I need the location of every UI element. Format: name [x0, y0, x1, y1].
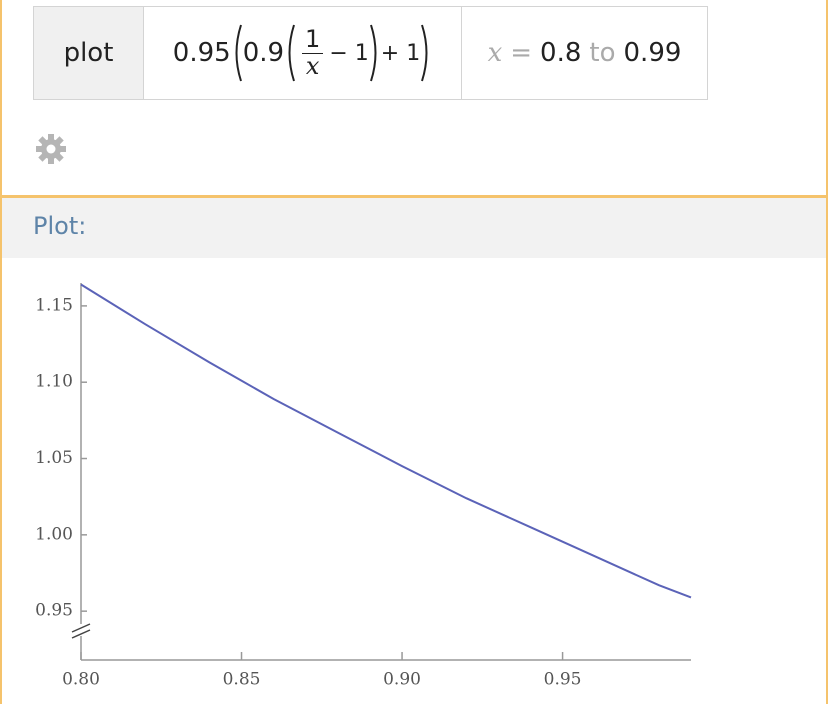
settings-gear[interactable] — [35, 133, 67, 165]
x-tick-label: 0.80 — [62, 670, 100, 690]
chart: 0.95 1.00 1.05 1.10 1.15 0.80 0.85 0.90 0.95 — [35, 283, 692, 690]
coef: 0.95 — [172, 38, 231, 68]
denominator: x — [305, 51, 320, 80]
pod-header: Plot: — [2, 198, 826, 258]
pod-title: Plot: — [33, 212, 87, 240]
minus-one: − 1 — [329, 40, 369, 66]
axis-break — [71, 623, 91, 639]
paren — [288, 24, 295, 82]
plus-one: + 1 — [380, 40, 421, 66]
y-tick-label: 1.10 — [35, 372, 73, 392]
range-var: x — [487, 38, 503, 68]
range-to: 0.99 — [623, 38, 682, 68]
y-tick-label: 1.05 — [35, 448, 73, 468]
x-tick-label: 0.95 — [544, 670, 582, 690]
paren — [421, 24, 428, 82]
x-tick-label: 0.90 — [383, 670, 421, 690]
input-range: x = 0.8 to 0.99 — [461, 6, 708, 100]
range-eq: = — [510, 38, 533, 68]
input-label: plot — [33, 6, 144, 100]
inner: 0.9 — [242, 38, 285, 68]
separator — [0, 195, 828, 198]
line — [80, 283, 692, 599]
x-tick-label: 0.85 — [223, 670, 261, 690]
range-from: 0.8 — [540, 38, 582, 68]
paren — [369, 24, 377, 82]
range-to-word: to — [589, 38, 616, 68]
numerator: 1 — [302, 27, 324, 54]
paren — [235, 24, 242, 82]
y-tick-label: 0.95 — [35, 601, 73, 621]
y-tick-label: 1.15 — [35, 295, 73, 315]
y-tick-label: 1.00 — [35, 524, 73, 544]
